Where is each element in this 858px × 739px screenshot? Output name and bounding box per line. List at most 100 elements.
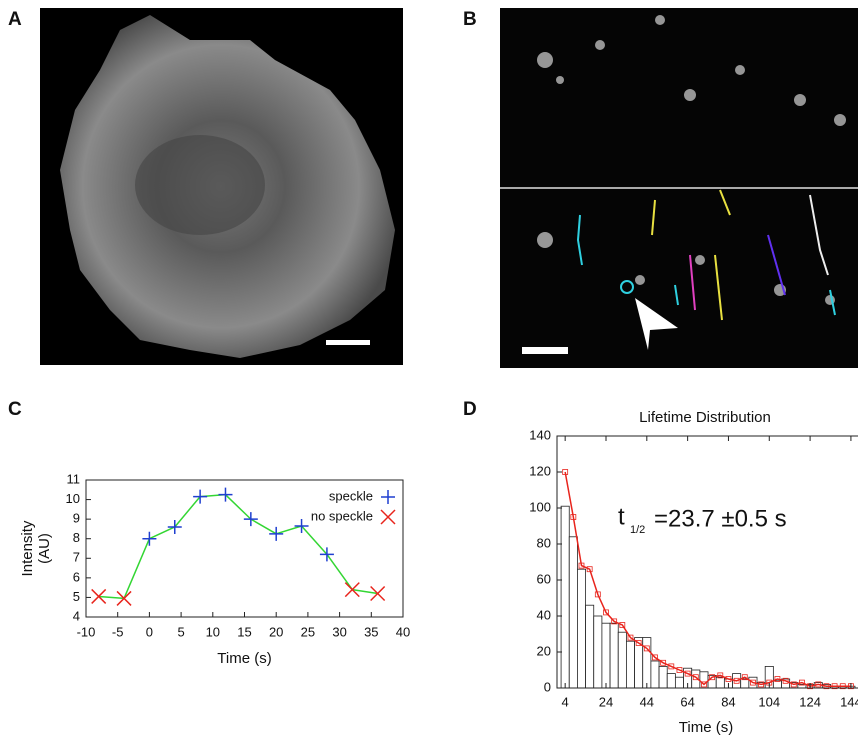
- bar: [593, 615, 603, 689]
- connecting-line: [275, 525, 302, 535]
- x-tick-label: 144: [840, 694, 858, 709]
- fit-point: [741, 674, 748, 681]
- y-tick-label: 7: [73, 550, 80, 565]
- x-tick-label: 25: [301, 624, 315, 639]
- x-tick-label: 0: [146, 624, 153, 639]
- fit-line: [564, 471, 851, 687]
- bar: [740, 678, 750, 689]
- plot-frame: [556, 435, 858, 689]
- panel-label: A: [8, 9, 22, 30]
- fit-point: [758, 681, 765, 688]
- connecting-line: [98, 595, 125, 600]
- panel-label: B: [463, 9, 477, 30]
- fit-point: [750, 679, 756, 686]
- x-tick-label: 124: [799, 694, 821, 709]
- marker: [116, 590, 132, 606]
- bar: [609, 622, 619, 689]
- micrograph-b: [500, 8, 858, 368]
- marker: [370, 585, 386, 602]
- y-tick-label: 0: [544, 679, 551, 694]
- fit-point: [790, 681, 797, 688]
- x-axis-label: Time (s): [679, 719, 733, 736]
- y-tick-label: 8: [73, 530, 80, 545]
- x-axis-label: Time (s): [217, 650, 271, 667]
- connecting-line: [352, 588, 378, 595]
- annotation-symbol: t: [618, 503, 625, 530]
- x-tick-label: 40: [396, 624, 410, 639]
- marker: [269, 526, 284, 541]
- fit-point: [652, 654, 658, 661]
- chart-title: Lifetime Distribution: [639, 409, 771, 426]
- fit-point: [643, 645, 650, 652]
- marker: [294, 518, 309, 533]
- marker-shape: [116, 590, 132, 606]
- bar: [666, 673, 676, 689]
- fit-point: [594, 591, 601, 598]
- connecting-line: [224, 494, 252, 520]
- marker: [91, 588, 107, 604]
- marker-shape: [193, 489, 208, 504]
- fit-point: [668, 663, 675, 670]
- fit-point: [660, 659, 667, 666]
- fit-point: [562, 469, 569, 475]
- fit-point: [839, 683, 846, 690]
- x-tick-label: 44: [640, 694, 654, 709]
- legend-marker: [381, 490, 395, 504]
- fit-point: [676, 667, 683, 673]
- x-tick-label: 64: [680, 694, 694, 709]
- marker: [319, 547, 334, 562]
- fit-point: [619, 622, 626, 628]
- fit-point: [684, 670, 691, 677]
- y-tick-label: 80: [537, 535, 551, 550]
- marker-shape: [243, 512, 258, 527]
- x-tick-label: 15: [237, 624, 251, 639]
- bar: [658, 666, 668, 689]
- legend-marker: [380, 509, 396, 525]
- y-tick-label: 40: [537, 607, 551, 622]
- fit-point: [782, 677, 789, 684]
- fit-point: [717, 672, 724, 679]
- connecting-line: [149, 526, 176, 540]
- x-tick-label: 20: [269, 624, 283, 639]
- fit-point: [578, 562, 585, 569]
- marker-shape: [218, 487, 233, 502]
- y-tick-label: 6: [73, 569, 80, 584]
- bar: [568, 536, 578, 689]
- marker-shape: [370, 585, 386, 602]
- marker-shape: [319, 547, 334, 562]
- y-tick-label: 10: [66, 491, 80, 506]
- fit-point: [725, 676, 732, 682]
- marker-shape: [380, 509, 396, 525]
- fit-point: [701, 681, 707, 688]
- x-tick-label: -5: [112, 624, 124, 639]
- fit-point: [570, 514, 577, 520]
- fit-point: [799, 679, 805, 686]
- plot-area: [560, 469, 856, 690]
- marker: [344, 582, 360, 598]
- connecting-line: [326, 553, 353, 591]
- y-tick-label: 120: [529, 463, 551, 478]
- fit-point: [831, 683, 838, 690]
- y-tick-label: 20: [537, 643, 551, 658]
- bar: [642, 637, 652, 689]
- x-tick-label: 4: [562, 694, 569, 709]
- bar: [674, 676, 684, 689]
- fit-point: [733, 677, 740, 684]
- connecting-line: [301, 525, 328, 555]
- x-tick-label: -10: [77, 624, 96, 639]
- connecting-line: [123, 538, 151, 599]
- micrograph-a: [40, 8, 403, 365]
- y-tick-label: 5: [73, 589, 80, 604]
- bar: [617, 631, 627, 689]
- fit-point: [823, 683, 830, 690]
- y-tick-label: 4: [73, 608, 80, 623]
- x-tick-label: 5: [177, 624, 184, 639]
- fit-point: [635, 640, 642, 646]
- bar: [650, 660, 660, 689]
- marker: [142, 531, 157, 546]
- marker: [243, 512, 258, 527]
- marker: [167, 519, 182, 534]
- x-tick-label: 104: [758, 694, 780, 709]
- x-tick-label: 24: [599, 694, 613, 709]
- marker-shape: [381, 490, 395, 504]
